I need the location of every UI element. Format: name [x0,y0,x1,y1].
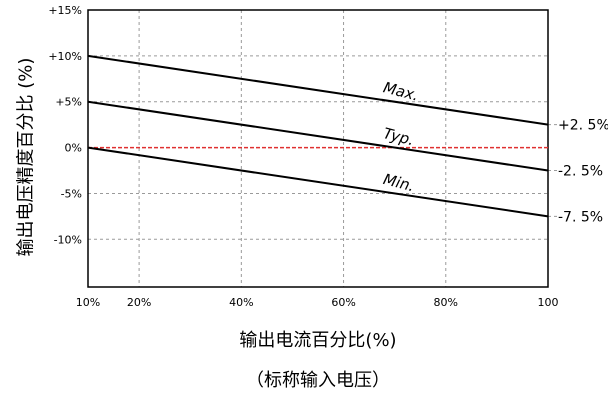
series-line-max [87,54,549,126]
series-line-min [87,146,549,218]
x-tick-label: 80% [434,296,458,309]
y-tick-label: 0% [65,142,82,155]
series-end-label: -2. 5% [558,164,603,180]
x-tick-label: 10% [76,296,100,309]
chart-subtitle: （标称输入电压） [246,370,390,391]
series-end-label: +2. 5% [558,118,608,134]
x-axis-title: 输出电流百分比(%) [239,330,397,351]
y-tick-label: +15% [48,4,82,17]
y-tick-label: +10% [48,50,82,63]
series-end-label: -7. 5% [558,209,603,225]
x-tick-label: 20% [127,296,151,309]
x-tick-label: 60% [331,296,355,309]
plot-frame [87,9,549,288]
x-tick-label: 40% [229,296,253,309]
y-axis-title: 输出电压精度百分比 (%) [15,57,36,257]
y-tick-label: +5% [55,96,82,109]
x-tick-label: 100 [538,296,559,309]
y-tick-label: -5% [61,187,82,200]
series-line-typ [87,100,549,172]
y-tick-label: -10% [54,233,82,246]
